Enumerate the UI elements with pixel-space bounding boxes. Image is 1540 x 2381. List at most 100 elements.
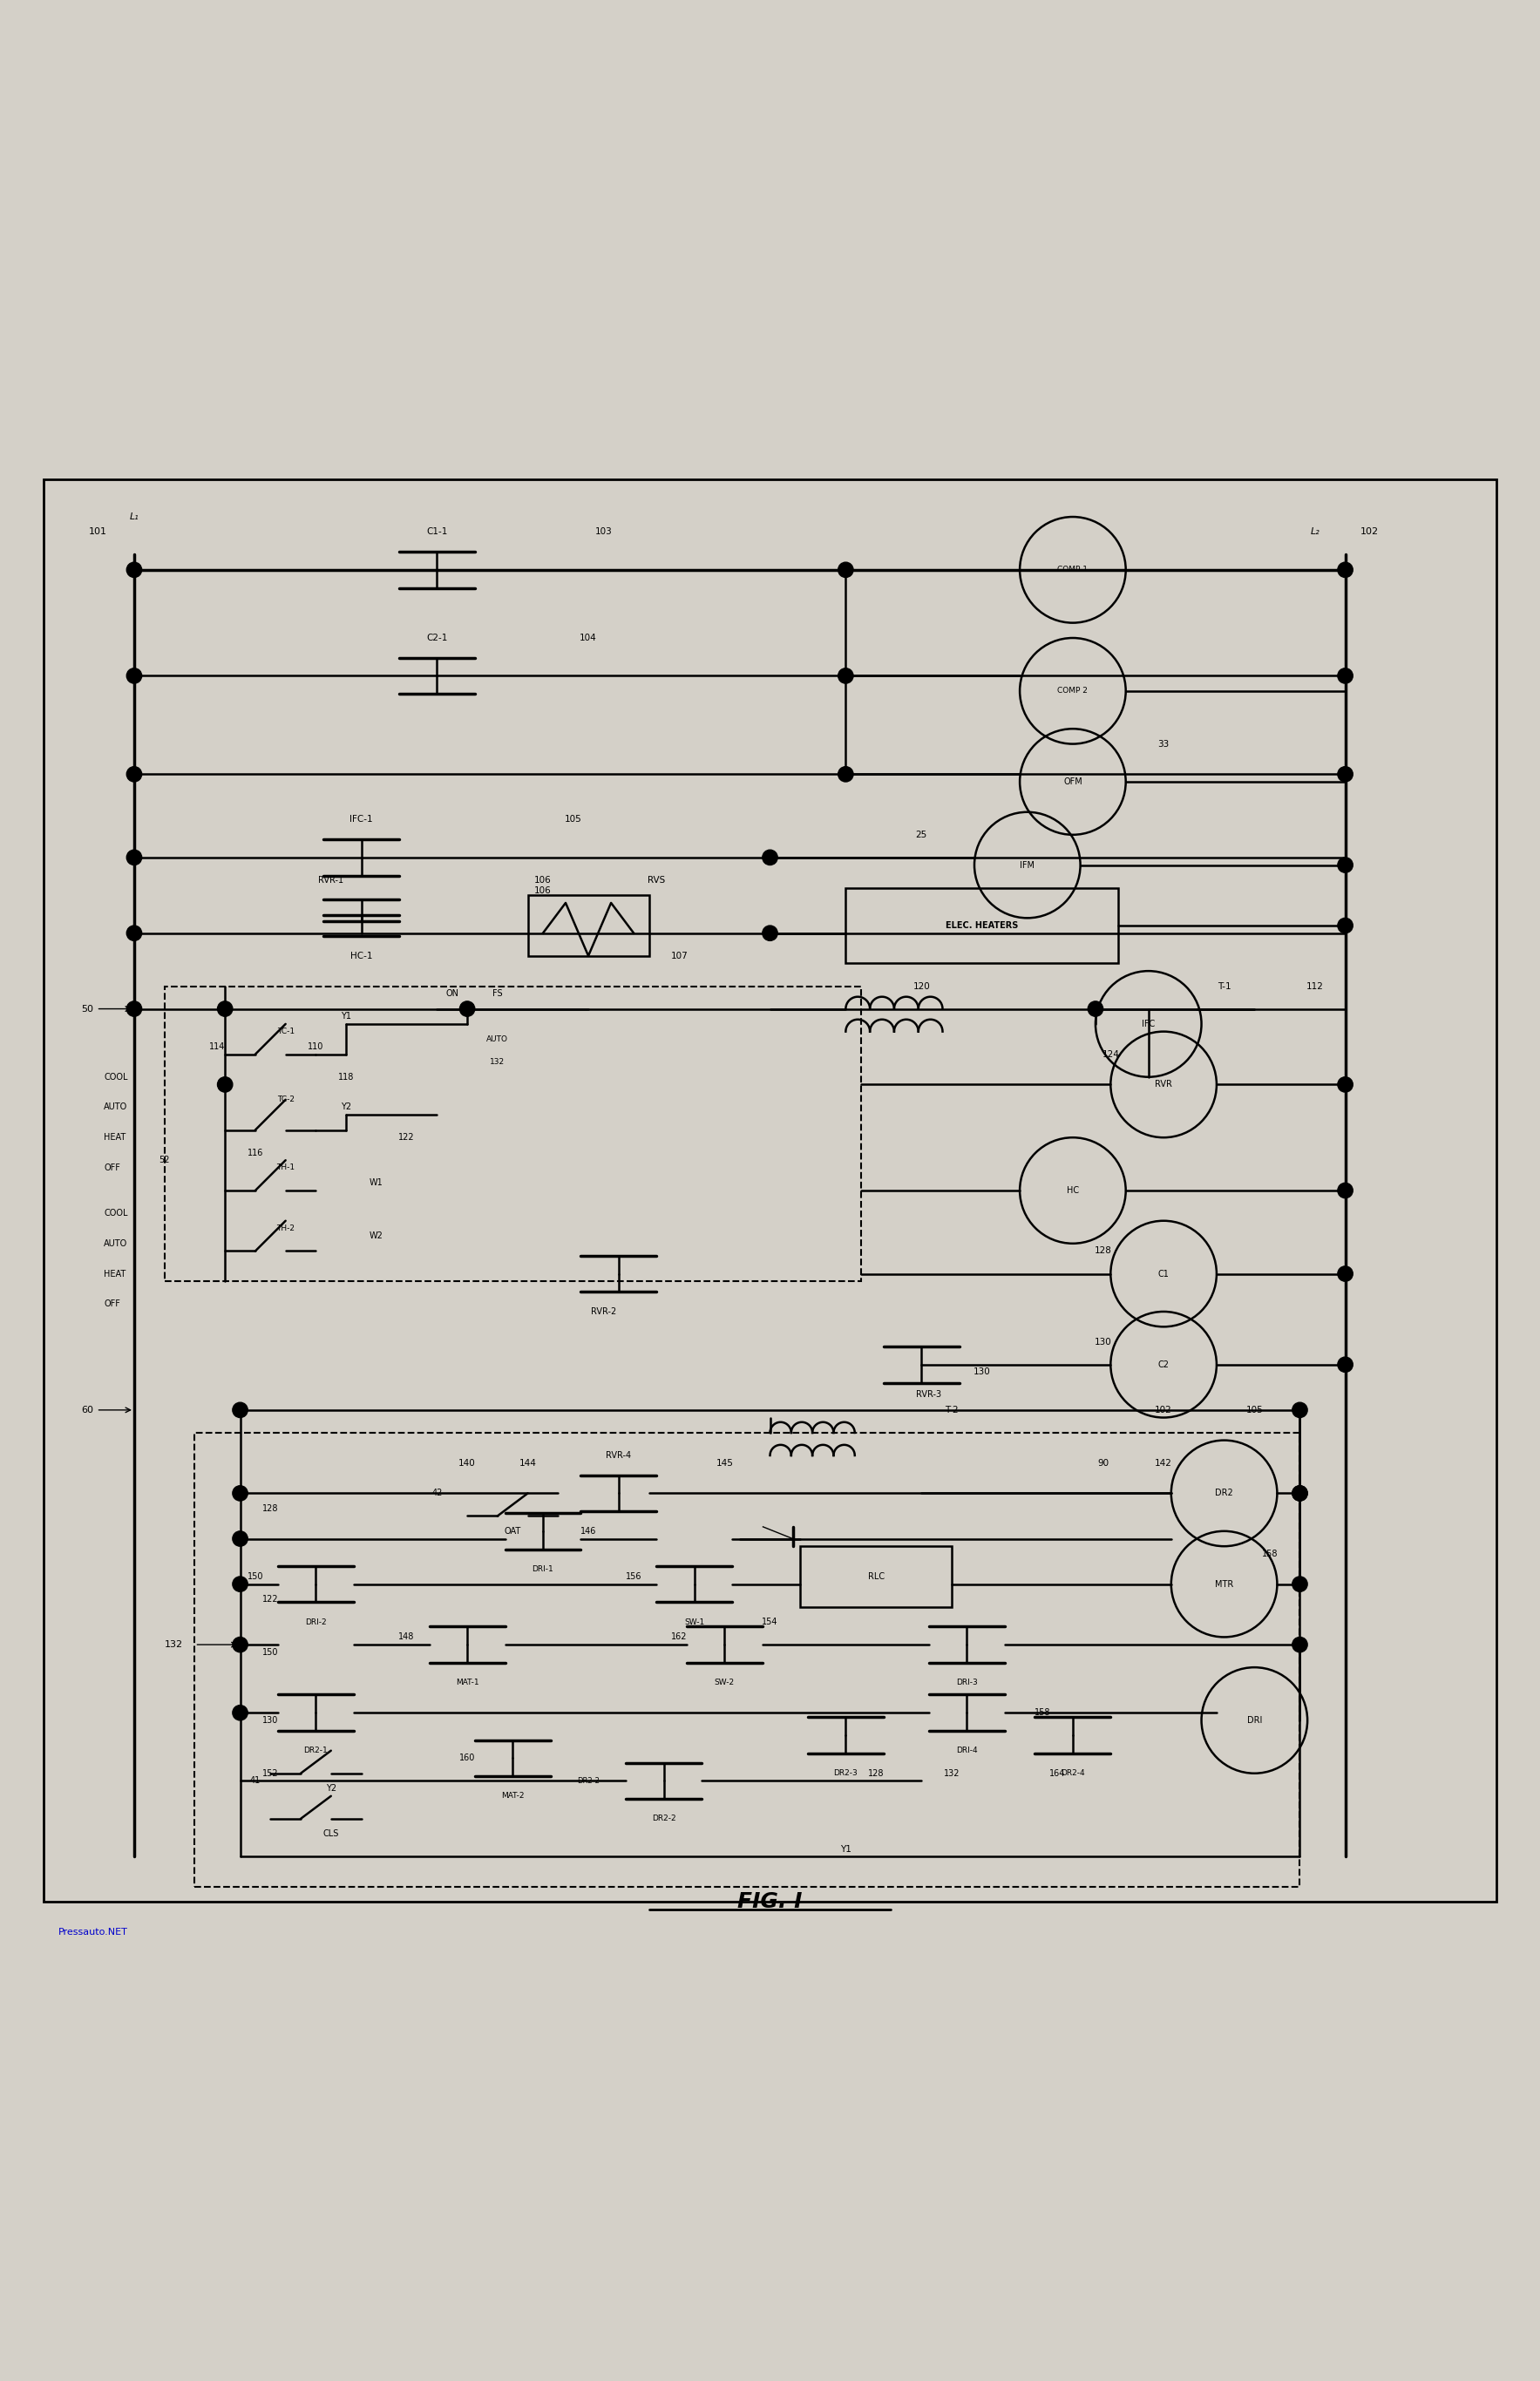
- Circle shape: [1087, 1002, 1103, 1017]
- Text: RVR-3: RVR-3: [916, 1391, 941, 1400]
- Text: AUTO: AUTO: [103, 1102, 128, 1112]
- Text: RVR-2: RVR-2: [591, 1307, 616, 1317]
- Circle shape: [459, 1002, 474, 1017]
- Text: Y1: Y1: [841, 1845, 852, 1852]
- Text: Y1: Y1: [340, 1012, 351, 1021]
- Text: L₁: L₁: [129, 512, 139, 521]
- Text: COMP 1: COMP 1: [1058, 567, 1089, 574]
- Circle shape: [1292, 1402, 1307, 1417]
- Text: IFC: IFC: [1141, 1019, 1155, 1029]
- Text: C1-1: C1-1: [427, 529, 448, 536]
- Text: 41: 41: [249, 1776, 260, 1786]
- Text: OFF: OFF: [103, 1164, 120, 1171]
- Text: 104: 104: [579, 633, 598, 643]
- Text: C2-1: C2-1: [427, 633, 448, 643]
- Text: 130: 130: [262, 1717, 279, 1724]
- Text: 122: 122: [262, 1595, 279, 1602]
- Text: T-2: T-2: [946, 1405, 958, 1414]
- Bar: [845, 888, 1118, 964]
- Text: HC: HC: [1067, 1186, 1080, 1195]
- Text: 107: 107: [670, 952, 688, 960]
- Text: DR2-2: DR2-2: [578, 1776, 599, 1786]
- Circle shape: [1338, 919, 1352, 933]
- Circle shape: [126, 669, 142, 683]
- Text: DRI-3: DRI-3: [956, 1679, 978, 1686]
- Text: DRI-1: DRI-1: [533, 1564, 554, 1574]
- Text: 114: 114: [209, 1043, 225, 1050]
- Text: C1: C1: [1158, 1269, 1169, 1279]
- Circle shape: [1338, 1183, 1352, 1198]
- Circle shape: [233, 1531, 248, 1545]
- Text: W2: W2: [370, 1231, 383, 1241]
- Polygon shape: [762, 1526, 793, 1538]
- Text: DR2-1: DR2-1: [303, 1748, 328, 1755]
- Text: 60: 60: [82, 1405, 94, 1414]
- Text: Y2: Y2: [340, 1102, 351, 1112]
- Text: 132: 132: [490, 1057, 505, 1067]
- Text: TH-2: TH-2: [276, 1224, 294, 1233]
- Text: 142: 142: [1155, 1460, 1172, 1467]
- Text: COOL: COOL: [103, 1210, 128, 1217]
- Circle shape: [233, 1402, 248, 1417]
- Text: 102: 102: [1360, 529, 1378, 536]
- Circle shape: [1338, 1357, 1352, 1371]
- Text: 128: 128: [262, 1505, 279, 1512]
- Circle shape: [762, 926, 778, 940]
- Circle shape: [1338, 562, 1352, 579]
- Circle shape: [762, 850, 778, 864]
- Circle shape: [1338, 767, 1352, 781]
- Text: 148: 148: [399, 1633, 414, 1641]
- Circle shape: [1292, 1486, 1307, 1500]
- Text: OFF: OFF: [103, 1300, 120, 1310]
- Text: 132: 132: [165, 1641, 183, 1650]
- Text: OFM: OFM: [1063, 779, 1083, 786]
- Text: C2: C2: [1158, 1360, 1169, 1369]
- Text: W1: W1: [370, 1179, 383, 1188]
- Circle shape: [217, 1002, 233, 1017]
- Text: 130: 130: [973, 1367, 990, 1376]
- Text: 106: 106: [534, 886, 551, 895]
- Text: IFM: IFM: [1019, 860, 1035, 869]
- Text: T-1: T-1: [1217, 981, 1230, 990]
- Circle shape: [126, 1002, 142, 1017]
- Text: 122: 122: [399, 1133, 414, 1143]
- Circle shape: [1338, 1267, 1352, 1281]
- Circle shape: [233, 1638, 248, 1652]
- Text: 105: 105: [565, 814, 582, 824]
- Circle shape: [233, 1576, 248, 1591]
- Text: 106: 106: [534, 876, 551, 883]
- Text: 128: 128: [1095, 1248, 1112, 1255]
- Bar: [194, 1433, 1300, 1886]
- Text: HC-1: HC-1: [350, 952, 373, 960]
- Text: TC-1: TC-1: [277, 1029, 294, 1036]
- Text: 33: 33: [1158, 740, 1169, 748]
- Circle shape: [1292, 1576, 1307, 1591]
- Text: ELEC. HEATERS: ELEC. HEATERS: [946, 921, 1018, 931]
- Text: FIG. I: FIG. I: [738, 1891, 802, 1912]
- Text: 101: 101: [89, 529, 108, 536]
- Text: MAT-1: MAT-1: [456, 1679, 479, 1686]
- Circle shape: [126, 562, 142, 579]
- Text: 156: 156: [625, 1571, 642, 1581]
- Text: 102: 102: [1155, 1405, 1172, 1414]
- Text: 150: 150: [262, 1648, 279, 1657]
- Bar: [801, 1545, 952, 1607]
- Text: L₂: L₂: [1311, 529, 1320, 536]
- Text: 112: 112: [1306, 981, 1324, 990]
- Text: MTR: MTR: [1215, 1579, 1234, 1588]
- Circle shape: [126, 850, 142, 864]
- Circle shape: [217, 1076, 233, 1093]
- Text: 158: 158: [1035, 1710, 1050, 1717]
- Circle shape: [1338, 1076, 1352, 1093]
- Text: 42: 42: [431, 1488, 442, 1498]
- Text: DR2-4: DR2-4: [1061, 1769, 1084, 1776]
- Text: FS: FS: [493, 990, 502, 998]
- Circle shape: [126, 767, 142, 781]
- Text: OAT: OAT: [504, 1526, 521, 1536]
- Text: 150: 150: [248, 1571, 263, 1581]
- Text: 124: 124: [1103, 1050, 1120, 1060]
- Text: SW-2: SW-2: [715, 1679, 735, 1686]
- Text: Y2: Y2: [325, 1783, 336, 1793]
- Text: 158: 158: [1261, 1550, 1278, 1557]
- Text: RVR-1: RVR-1: [319, 876, 343, 883]
